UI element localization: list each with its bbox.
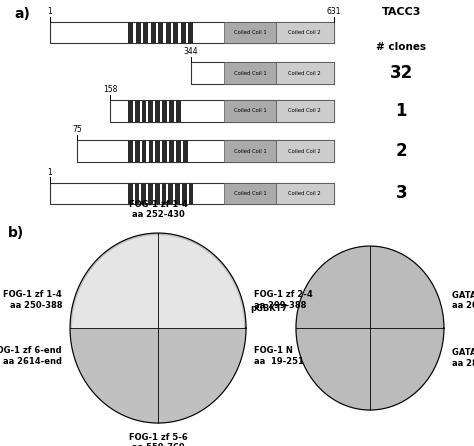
Text: Coiled Coil 1: Coiled Coil 1: [234, 191, 266, 196]
Bar: [162, 100, 167, 121]
Text: pGBKT7: pGBKT7: [251, 304, 288, 313]
Bar: [175, 183, 180, 204]
Bar: [169, 100, 173, 121]
Text: GATA-1 C
aa 283-413: GATA-1 C aa 283-413: [452, 348, 474, 368]
Text: Coiled Coil 2: Coiled Coil 2: [288, 108, 321, 113]
Bar: [162, 140, 167, 162]
Text: 75: 75: [72, 125, 82, 134]
Bar: [128, 140, 133, 162]
Text: Coiled Coil 2: Coiled Coil 2: [288, 70, 321, 75]
Text: FOG-1 N
aa  19-251: FOG-1 N aa 19-251: [254, 347, 304, 366]
Bar: [128, 183, 133, 204]
Bar: [162, 183, 166, 204]
Bar: [225, 140, 275, 162]
Text: Coiled Coil 1: Coiled Coil 1: [234, 30, 266, 35]
Text: 344: 344: [184, 47, 198, 56]
Bar: [168, 183, 173, 204]
Text: FOG-1 zf 2-4
aa 299-388: FOG-1 zf 2-4 aa 299-388: [254, 290, 313, 310]
Bar: [275, 183, 334, 204]
Text: GATA-1 zf N/C
aa 200-388: GATA-1 zf N/C aa 200-388: [452, 290, 474, 310]
Text: 32: 32: [390, 64, 413, 82]
Bar: [275, 100, 334, 121]
Bar: [142, 100, 146, 121]
Text: Coiled Coil 1: Coiled Coil 1: [234, 108, 266, 113]
Bar: [50, 22, 334, 44]
Bar: [225, 183, 275, 204]
Bar: [158, 22, 163, 44]
Bar: [142, 140, 146, 162]
Polygon shape: [296, 246, 444, 410]
Bar: [189, 183, 193, 204]
Polygon shape: [73, 236, 158, 328]
Bar: [155, 100, 160, 121]
Text: FOG-1 zf 5-6
aa 559-760: FOG-1 zf 5-6 aa 559-760: [128, 433, 187, 446]
Bar: [128, 22, 133, 44]
Text: 1: 1: [395, 102, 407, 120]
Text: TACC3: TACC3: [382, 7, 421, 17]
Polygon shape: [158, 236, 243, 328]
Text: 1: 1: [47, 168, 53, 177]
Bar: [110, 100, 334, 121]
Text: 2: 2: [395, 142, 407, 160]
Polygon shape: [70, 233, 246, 423]
Text: 1: 1: [47, 7, 53, 16]
Bar: [143, 22, 148, 44]
Bar: [275, 62, 334, 84]
Bar: [181, 22, 186, 44]
Bar: [169, 140, 174, 162]
Text: FOG-1 zf 1-4
aa 250-388: FOG-1 zf 1-4 aa 250-388: [3, 290, 62, 310]
Text: FOG-1 zf 6-end
aa 2614-end: FOG-1 zf 6-end aa 2614-end: [0, 347, 62, 366]
Bar: [135, 100, 139, 121]
Text: # clones: # clones: [376, 42, 426, 52]
Text: a): a): [14, 7, 30, 21]
Bar: [225, 62, 275, 84]
Bar: [148, 140, 153, 162]
Bar: [136, 22, 141, 44]
Bar: [165, 22, 171, 44]
Bar: [191, 62, 334, 84]
Text: 3: 3: [395, 185, 407, 202]
Text: b): b): [8, 226, 24, 240]
Bar: [135, 140, 140, 162]
Text: Coiled Coil 1: Coiled Coil 1: [234, 149, 266, 153]
Bar: [155, 183, 160, 204]
Bar: [182, 183, 187, 204]
Text: 631: 631: [327, 7, 341, 16]
Bar: [225, 22, 275, 44]
Text: Coiled Coil 1: Coiled Coil 1: [234, 70, 266, 75]
Bar: [77, 140, 334, 162]
Bar: [148, 183, 153, 204]
Text: Coiled Coil 2: Coiled Coil 2: [288, 191, 321, 196]
Bar: [275, 140, 334, 162]
Bar: [173, 22, 178, 44]
Bar: [275, 22, 334, 44]
Bar: [151, 22, 156, 44]
Bar: [183, 140, 188, 162]
Bar: [128, 100, 133, 121]
Bar: [188, 22, 193, 44]
Text: 158: 158: [103, 85, 118, 94]
Bar: [135, 183, 139, 204]
Text: Coiled Coil 2: Coiled Coil 2: [288, 30, 321, 35]
Bar: [155, 140, 160, 162]
Text: FOG-1 zf 1-4
aa 252-430: FOG-1 zf 1-4 aa 252-430: [128, 200, 187, 219]
Bar: [142, 183, 146, 204]
Bar: [148, 100, 153, 121]
Bar: [176, 100, 181, 121]
Bar: [176, 140, 181, 162]
Text: Coiled Coil 2: Coiled Coil 2: [288, 149, 321, 153]
Bar: [50, 183, 334, 204]
Bar: [225, 100, 275, 121]
